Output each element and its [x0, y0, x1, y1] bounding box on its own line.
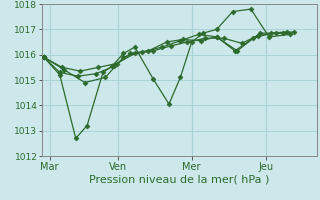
X-axis label: Pression niveau de la mer( hPa ): Pression niveau de la mer( hPa )	[89, 174, 269, 184]
